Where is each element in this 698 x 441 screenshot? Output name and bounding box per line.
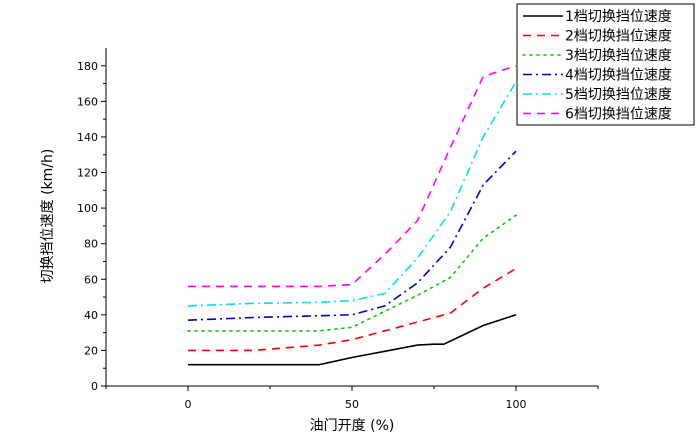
legend-label-6: 6档切换挡位速度 (565, 106, 672, 123)
series-line-2 (188, 267, 517, 352)
series-line-6 (188, 65, 517, 288)
legend-box (516, 3, 695, 126)
y-tick-label: 100 (77, 202, 98, 215)
plot-lines (187, 65, 517, 366)
series-line-4 (187, 150, 517, 321)
y-tick-label: 80 (84, 238, 98, 251)
x-tick-label: 50 (345, 398, 359, 411)
legend-label-3: 3档切换挡位速度 (565, 47, 672, 64)
series-line-1 (188, 314, 517, 366)
x-tick-label: 100 (506, 398, 527, 411)
legend-label-1: 1档切换挡位速度 (565, 8, 672, 25)
y-tick-label: 40 (84, 309, 98, 322)
legend-label-2: 2档切换挡位速度 (565, 28, 672, 45)
y-tick-label: 180 (77, 60, 98, 73)
series-line-5 (187, 81, 517, 307)
legend-label-5: 5档切换挡位速度 (565, 86, 672, 103)
axes: 0 20 40 60 80 100 120 140 160 180 0 50 100 (77, 48, 599, 411)
y-tick-label: 20 (84, 344, 98, 357)
y-tick-label: 0 (91, 380, 98, 393)
legend-label-4: 4档切换挡位速度 (565, 67, 672, 84)
y-tick-label: 120 (77, 167, 98, 180)
y-tick-label: 140 (77, 131, 98, 144)
legend: 1档切换挡位速度 2档切换挡位速度 3档切换挡位速度 4档切换挡位速度 5档切换挡位速度… (516, 3, 695, 126)
y-tick-label: 60 (84, 273, 98, 286)
y-axis-title: 切换挡位速度 (km/h) (39, 149, 56, 284)
x-axis-title: 油门开度 (%) (310, 418, 395, 434)
x-tick-label: 0 (185, 398, 192, 411)
series-line-3 (187, 214, 517, 332)
y-tick-label: 160 (77, 95, 98, 108)
